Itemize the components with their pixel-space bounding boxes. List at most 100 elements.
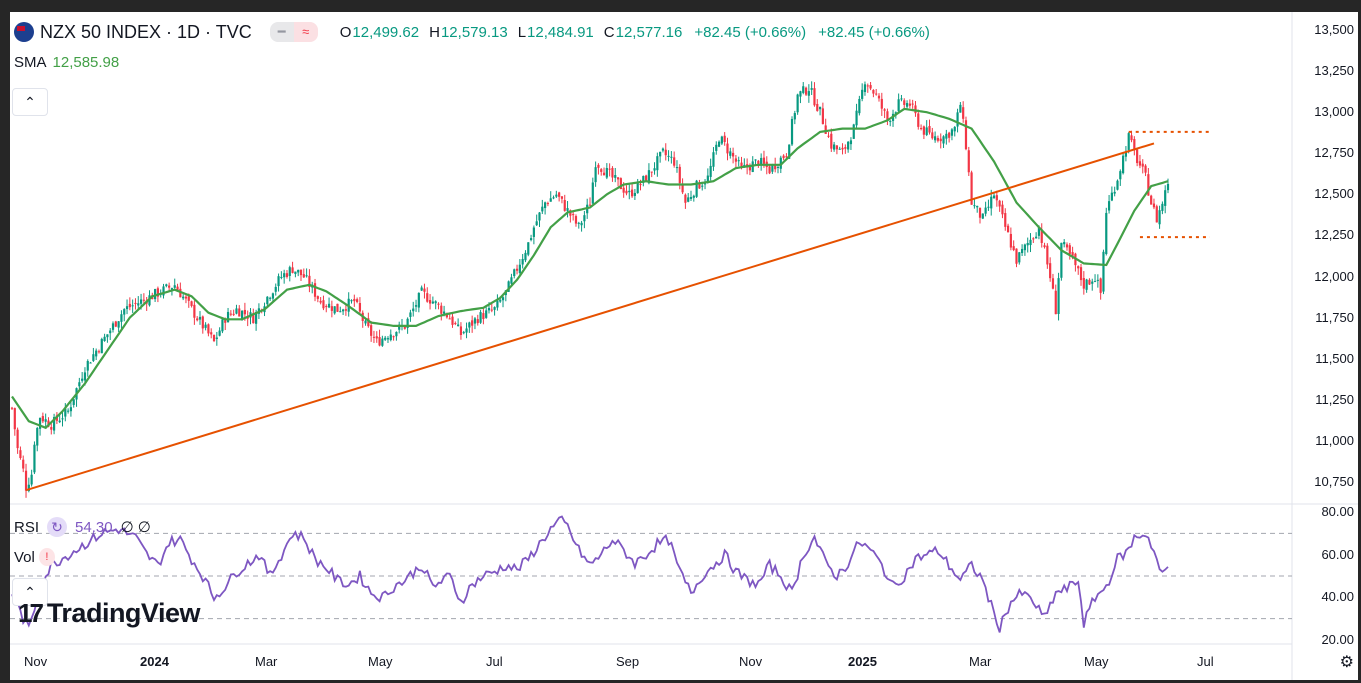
candle-body: [560, 196, 564, 199]
visibility-toggle[interactable]: ━ ≈: [269, 22, 318, 42]
candle-body: [134, 302, 137, 304]
candle-body: [734, 158, 738, 162]
candle-body: [1161, 203, 1164, 211]
candle-body: [52, 417, 56, 431]
candle-body: [905, 103, 909, 107]
candle-body: [64, 408, 67, 417]
candle-body: [426, 293, 429, 302]
rsi-tick-label: 20.00: [1321, 632, 1354, 647]
candle-body: [471, 320, 474, 326]
candle-body: [833, 144, 836, 150]
change-value: +82.45 (+0.66%): [694, 23, 807, 41]
candle-body: [81, 378, 84, 381]
rsi-indicator-icon: ↻: [47, 517, 68, 537]
candle-body: [218, 330, 221, 336]
candle-body: [86, 360, 89, 371]
candle-body: [462, 332, 465, 334]
candle-body: [538, 212, 541, 221]
candle-body: [322, 300, 325, 309]
candle-body: [788, 144, 791, 159]
candle-body: [69, 407, 73, 412]
candle-body: [95, 350, 98, 357]
candle-body: [437, 303, 440, 305]
price-tick-label: 10,750: [1314, 474, 1354, 489]
rsi-legend[interactable]: RSI ↻ 54.30 ∅ ∅: [14, 517, 151, 537]
sma-legend[interactable]: SMA 12,585.98: [14, 54, 120, 71]
candle-body: [123, 309, 126, 315]
candle-body: [1009, 233, 1012, 248]
candle-body: [10, 407, 14, 409]
candle-body: [588, 204, 592, 206]
price-tick-label: 12,750: [1314, 145, 1354, 161]
candle-body: [597, 164, 600, 168]
candle-body: [61, 418, 64, 420]
candle-body: [653, 168, 656, 171]
candle-body: [398, 324, 401, 330]
candle-body: [723, 135, 726, 142]
candle-body: [476, 319, 479, 324]
candle-body: [353, 298, 356, 302]
candle-body: [574, 216, 578, 224]
candle-body: [358, 302, 362, 312]
candle-body: [970, 172, 973, 205]
symbol-title[interactable]: NZX 50 INDEX · 1D · TVC: [40, 21, 252, 42]
candle-body: [1166, 183, 1170, 191]
candle-body: [339, 311, 342, 313]
candle-body: [468, 322, 471, 328]
candle-body: [30, 474, 33, 485]
minus-icon[interactable]: ━: [269, 22, 294, 42]
candle-body: [729, 151, 732, 156]
candle-body: [182, 296, 185, 299]
candle-body: [768, 166, 771, 174]
collapse-indicators-button[interactable]: ⌃: [12, 578, 48, 606]
candle-body: [681, 184, 684, 193]
candle-body: [793, 113, 796, 120]
candle-body: [92, 354, 95, 361]
vol-legend[interactable]: Vol!: [14, 548, 55, 566]
price-tick-label: 12,000: [1314, 268, 1354, 284]
price-tick-label: 12,250: [1314, 227, 1354, 243]
candle-body: [563, 199, 566, 211]
candle-body: [877, 95, 881, 99]
candle-body: [827, 135, 830, 137]
candle-body: [114, 321, 117, 327]
chevron-up-icon: ⌃: [24, 94, 36, 110]
candle-body: [580, 222, 583, 226]
price-tick-label: 11,250: [1315, 391, 1354, 407]
candle-body: [381, 338, 384, 346]
candle-body: [235, 308, 238, 314]
candle-body: [616, 177, 620, 180]
candle-body: [855, 110, 858, 126]
settings-gear-icon[interactable]: ⚙: [1339, 654, 1354, 671]
time-tick-label: Sep: [616, 654, 640, 669]
candle-body: [981, 213, 984, 219]
candle-body: [1155, 206, 1158, 223]
candle-body: [1082, 278, 1085, 289]
collapse-legend-button[interactable]: ⌃: [12, 88, 48, 116]
candle-body: [731, 152, 735, 157]
candle-body: [847, 141, 850, 150]
candle-body: [628, 190, 631, 193]
candle-body: [872, 90, 875, 94]
candle-body: [934, 136, 937, 141]
trendline: [25, 142, 1155, 492]
price-chart[interactable]: [10, 12, 1358, 680]
wave-icon[interactable]: ≈: [293, 22, 318, 42]
candle-body: [515, 268, 519, 271]
change-value-2: +82.45 (+0.66%): [818, 23, 930, 41]
candle-body: [1046, 245, 1049, 265]
candle-body: [224, 320, 227, 323]
time-tick-label: Jul: [1197, 654, 1214, 669]
candle-body: [703, 183, 707, 185]
candle-body: [58, 420, 61, 423]
candle-body: [336, 303, 339, 312]
candle-body: [406, 318, 409, 328]
candle-body: [737, 160, 740, 162]
candle-body: [1107, 201, 1111, 211]
candle-body: [36, 428, 39, 446]
candle-body: [687, 197, 690, 202]
candle-body: [459, 326, 463, 336]
candle-body: [1091, 281, 1094, 284]
candle-body: [1133, 139, 1136, 151]
candle-body: [173, 285, 176, 288]
